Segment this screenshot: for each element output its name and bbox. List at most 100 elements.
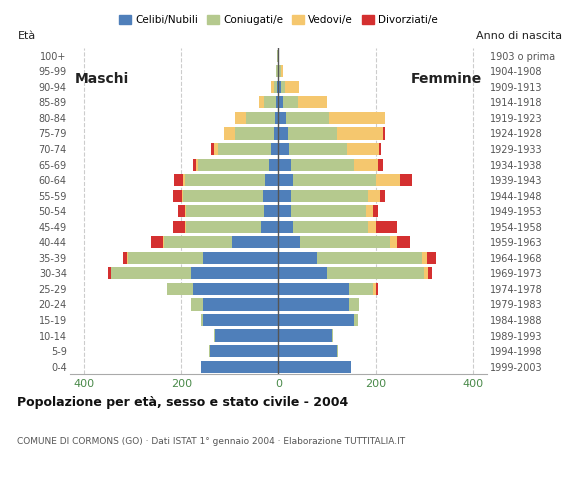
Bar (277, 65, 278, 77)
Bar (123, 252, 127, 264)
Bar (191, 299, 203, 311)
Text: Femmine: Femmine (411, 72, 483, 86)
Bar (265, 174, 278, 186)
Bar (193, 158, 196, 170)
Bar (198, 158, 269, 170)
Bar (291, 158, 354, 170)
Bar (278, 112, 286, 124)
Bar (373, 205, 378, 217)
Bar (300, 236, 390, 248)
Bar (271, 143, 278, 155)
Bar (327, 267, 424, 279)
Text: Età: Età (17, 31, 35, 41)
Bar (183, 174, 184, 186)
Bar (336, 345, 338, 357)
Bar (151, 236, 164, 248)
Bar (278, 360, 351, 372)
Bar (281, 65, 283, 77)
Bar (278, 283, 349, 295)
Bar (347, 143, 379, 155)
Bar (211, 143, 214, 155)
Bar (375, 283, 378, 295)
Bar (366, 205, 373, 217)
Bar (203, 299, 278, 311)
Bar (277, 50, 278, 62)
Bar (397, 236, 409, 248)
Bar (173, 190, 182, 202)
Bar (354, 158, 378, 170)
Bar (277, 81, 278, 93)
Bar (262, 221, 278, 233)
Bar (278, 96, 283, 108)
Bar (378, 158, 383, 170)
Bar (274, 127, 278, 140)
Bar (178, 205, 185, 217)
Bar (184, 174, 265, 186)
Bar (173, 174, 183, 186)
Bar (390, 236, 397, 248)
Text: Anno di nascita: Anno di nascita (477, 31, 563, 41)
Bar (203, 252, 278, 264)
Bar (373, 283, 375, 295)
Bar (108, 267, 111, 279)
Bar (278, 236, 300, 248)
Bar (278, 345, 336, 357)
Bar (128, 252, 203, 264)
Bar (186, 221, 262, 233)
Bar (278, 252, 317, 264)
Bar (214, 329, 215, 342)
Bar (349, 283, 373, 295)
Bar (196, 158, 198, 170)
Bar (264, 205, 278, 217)
Bar (191, 267, 278, 279)
Bar (278, 329, 332, 342)
Bar (283, 96, 298, 108)
Bar (285, 81, 299, 93)
Bar (232, 236, 278, 248)
Bar (209, 345, 211, 357)
Bar (185, 205, 186, 217)
Text: Maschi: Maschi (74, 72, 129, 86)
Bar (183, 190, 263, 202)
Bar (281, 81, 285, 93)
Bar (380, 190, 385, 202)
Bar (185, 221, 186, 233)
Bar (164, 236, 232, 248)
Bar (246, 112, 275, 124)
Bar (201, 360, 278, 372)
Bar (173, 221, 185, 233)
Bar (291, 190, 368, 202)
Bar (375, 174, 400, 186)
Bar (278, 299, 349, 311)
Bar (336, 127, 383, 140)
Bar (215, 329, 278, 342)
Bar (235, 112, 246, 124)
Bar (193, 283, 278, 295)
Bar (332, 329, 333, 342)
Bar (278, 174, 293, 186)
Bar (271, 81, 274, 93)
Bar (278, 221, 293, 233)
Bar (298, 96, 327, 108)
Bar (400, 174, 412, 186)
Bar (127, 252, 128, 264)
Bar (354, 314, 357, 326)
Bar (317, 252, 422, 264)
Bar (278, 314, 354, 326)
Bar (111, 267, 191, 279)
Bar (293, 174, 375, 186)
Bar (203, 314, 278, 326)
Bar (235, 127, 274, 140)
Bar (379, 143, 381, 155)
Bar (264, 96, 276, 108)
Bar (368, 221, 375, 233)
Bar (422, 252, 426, 264)
Bar (166, 283, 193, 295)
Bar (428, 267, 432, 279)
Bar (263, 190, 278, 202)
Text: Popolazione per età, sesso e stato civile - 2004: Popolazione per età, sesso e stato civil… (17, 396, 349, 409)
Bar (201, 314, 203, 326)
Bar (218, 143, 271, 155)
Legend: Celibi/Nubili, Coniugati/e, Vedovi/e, Divorziati/e: Celibi/Nubili, Coniugati/e, Vedovi/e, Di… (115, 11, 442, 29)
Bar (259, 96, 264, 108)
